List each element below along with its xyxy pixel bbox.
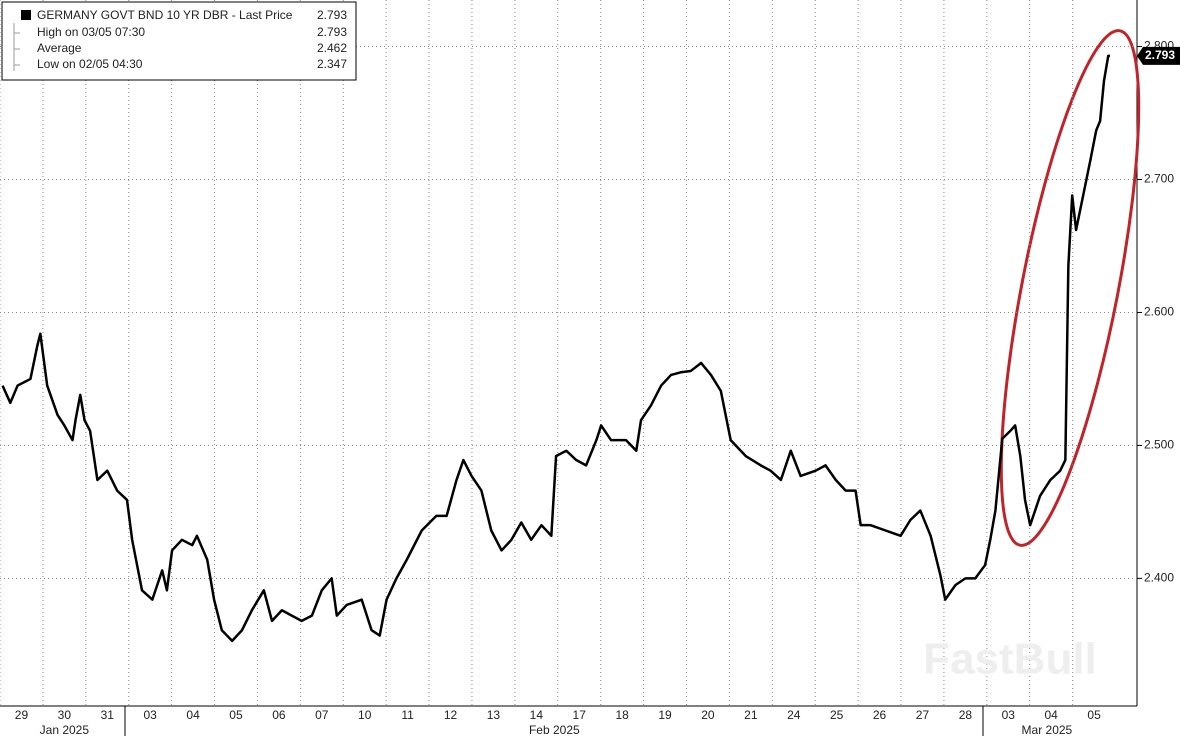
legend-swatch bbox=[21, 10, 31, 20]
highlight-ellipse bbox=[999, 29, 1141, 547]
x-tick-label: 28 bbox=[959, 708, 973, 722]
legend-box bbox=[1, 1, 357, 81]
x-tick-label: 29 bbox=[15, 708, 29, 722]
x-tick-label: 18 bbox=[615, 708, 629, 722]
y-tick-label: 2.600 bbox=[1144, 305, 1174, 319]
x-tick-label: 14 bbox=[530, 708, 544, 722]
x-tick-label: 20 bbox=[701, 708, 715, 722]
x-tick-label: 04 bbox=[1045, 708, 1059, 722]
x-tick-label: 03 bbox=[143, 708, 157, 722]
x-tick-label: 13 bbox=[487, 708, 501, 722]
month-label: Feb 2025 bbox=[529, 723, 580, 736]
x-tick-label: 24 bbox=[787, 708, 801, 722]
legend-stat-label: Low on 02/05 04:30 bbox=[37, 57, 143, 71]
x-tick-label: 05 bbox=[229, 708, 243, 722]
month-label: Jan 2025 bbox=[40, 723, 90, 736]
x-tick-label: 30 bbox=[58, 708, 72, 722]
last-price-tag: 2.793 bbox=[1137, 46, 1180, 65]
x-tick-label: 27 bbox=[916, 708, 930, 722]
x-tick-label: 12 bbox=[444, 708, 458, 722]
legend-stat-value: 2.793 bbox=[317, 25, 347, 39]
legend-stat-value: 2.347 bbox=[317, 57, 347, 71]
x-tick-label: 07 bbox=[315, 708, 329, 722]
last-price-label: 2.793 bbox=[1145, 48, 1175, 62]
price-line bbox=[1, 54, 1110, 643]
legend-last: 2.793 bbox=[317, 8, 347, 22]
x-tick-label: 21 bbox=[744, 708, 758, 722]
x-tick-label: 10 bbox=[358, 708, 372, 722]
x-tick-label: 04 bbox=[186, 708, 200, 722]
y-tick-label: 2.700 bbox=[1144, 172, 1174, 186]
legend-title: GERMANY GOVT BND 10 YR DBR - Last Price bbox=[37, 8, 293, 22]
watermark: FastBull bbox=[923, 635, 1097, 684]
x-tick-label: 06 bbox=[272, 708, 286, 722]
x-tick-label: 19 bbox=[658, 708, 672, 722]
month-label: Mar 2025 bbox=[1022, 723, 1073, 736]
legend-stat-value: 2.462 bbox=[317, 41, 347, 55]
legend-stat-label: Average bbox=[37, 41, 82, 55]
last-price-box bbox=[1137, 46, 1180, 65]
y-tick-label: 2.500 bbox=[1144, 438, 1174, 452]
legend: GERMANY GOVT BND 10 YR DBR - Last Price … bbox=[1, 1, 357, 81]
x-tick-label: 17 bbox=[573, 708, 587, 722]
legend-stat-label: High on 03/05 07:30 bbox=[37, 25, 145, 39]
y-tick-label: 2.400 bbox=[1144, 571, 1174, 585]
x-tick-label: 11 bbox=[401, 708, 414, 722]
x-tick-label: 31 bbox=[101, 708, 115, 722]
x-tick-label: 25 bbox=[830, 708, 844, 722]
x-tick-label: 26 bbox=[873, 708, 887, 722]
x-tick-label: 05 bbox=[1087, 708, 1101, 722]
x-tick-label: 03 bbox=[1002, 708, 1016, 722]
